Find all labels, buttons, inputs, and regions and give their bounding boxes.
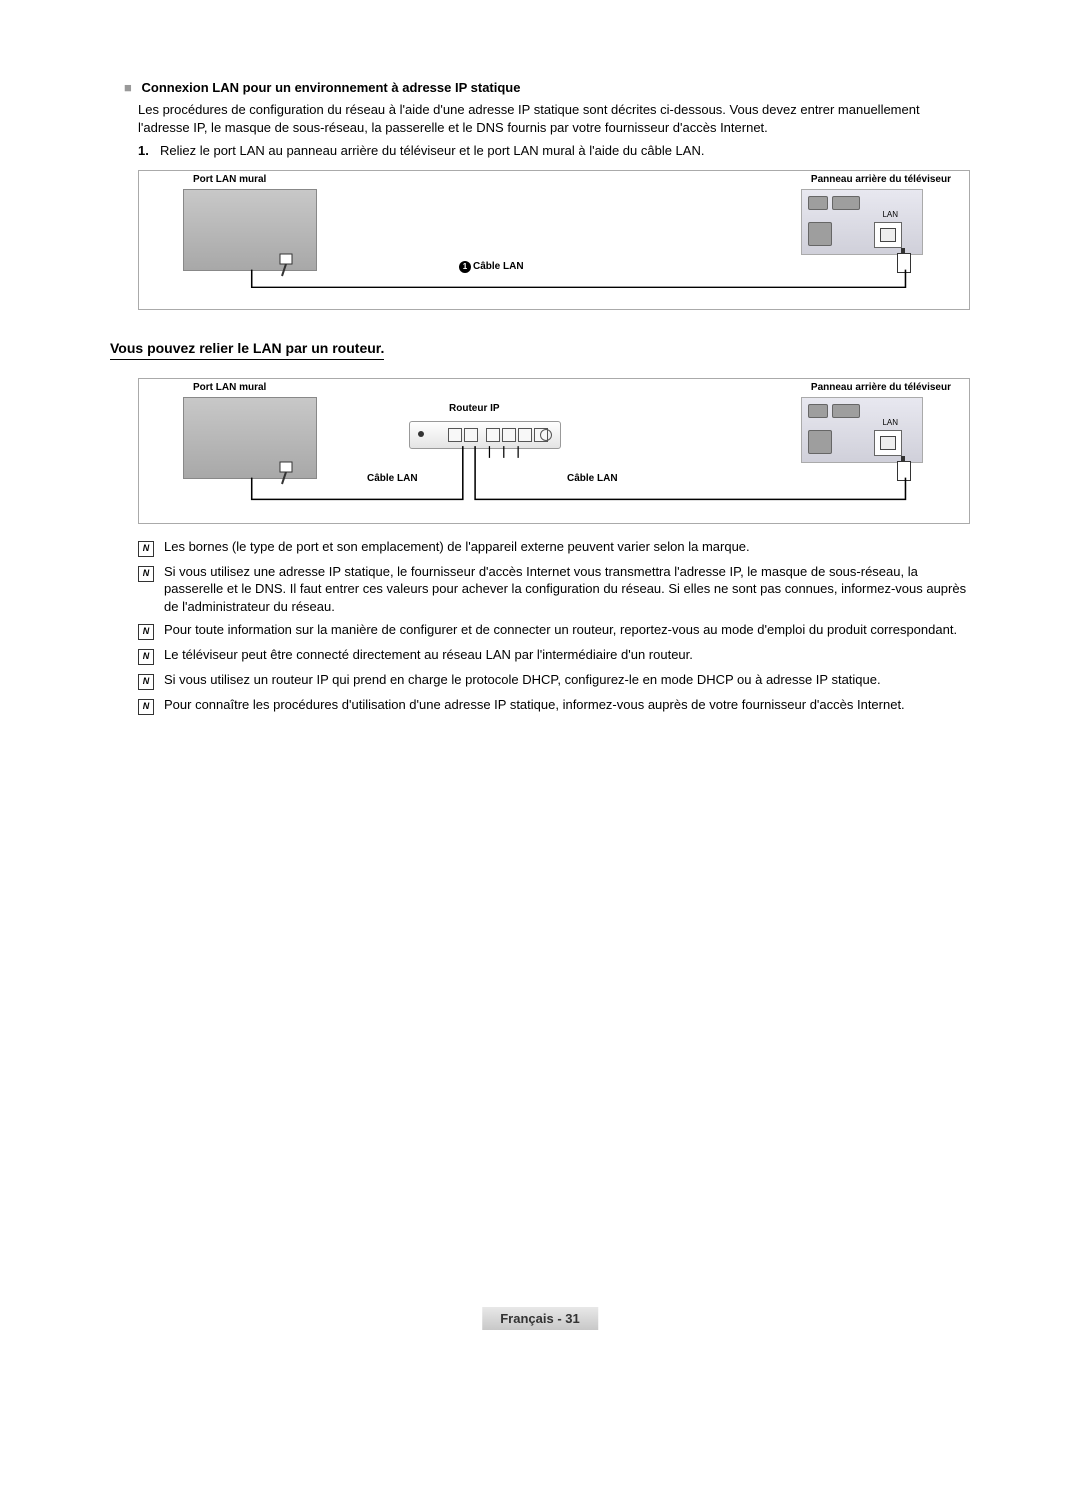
step-number: 1.	[138, 142, 160, 160]
note-text: Pour toute information sur la manière de…	[164, 621, 957, 640]
cable-label: Câble LAN	[567, 473, 618, 484]
document-page: ■ Connexion LAN pour un environnement à …	[0, 0, 1080, 1380]
marker-icon: 1	[459, 261, 471, 273]
cable-label: 1Câble LAN	[459, 261, 524, 273]
section-title: Connexion LAN pour un environnement à ad…	[141, 80, 520, 95]
diagram-router-lan: Port LAN mural Routeur IP Panneau arrièr…	[138, 378, 970, 524]
note-icon: N	[138, 538, 158, 557]
intro-paragraph: Les procédures de configuration du résea…	[138, 101, 970, 136]
note-item: N Si vous utilisez un routeur IP qui pre…	[138, 671, 970, 690]
cable-text: Câble LAN	[473, 261, 524, 272]
note-item: N Pour toute information sur la manière …	[138, 621, 970, 640]
note-text: Si vous utilisez un routeur IP qui prend…	[164, 671, 881, 690]
step-1: 1.Reliez le port LAN au panneau arrière …	[138, 142, 970, 160]
bullet-icon: ■	[124, 80, 132, 95]
cable-label: Câble LAN	[367, 473, 418, 484]
diagram-direct-lan: Port LAN mural Panneau arrière du télévi…	[138, 170, 970, 310]
note-text: Les bornes (le type de port et son empla…	[164, 538, 750, 557]
note-icon: N	[138, 563, 158, 616]
note-item: N Le téléviseur peut être connecté direc…	[138, 646, 970, 665]
note-text: Le téléviseur peut être connecté directe…	[164, 646, 693, 665]
step-text: Reliez le port LAN au panneau arrière du…	[160, 143, 704, 158]
note-icon: N	[138, 621, 158, 640]
note-icon: N	[138, 646, 158, 665]
notes-list: N Les bornes (le type de port et son emp…	[138, 538, 970, 716]
note-text: Pour connaître les procédures d'utilisat…	[164, 696, 905, 715]
subheading: Vous pouvez relier le LAN par un routeur…	[110, 340, 384, 360]
note-icon: N	[138, 696, 158, 715]
note-item: N Pour connaître les procédures d'utilis…	[138, 696, 970, 715]
footer-lang: Français	[500, 1311, 553, 1326]
note-icon: N	[138, 671, 158, 690]
note-item: N Les bornes (le type de port et son emp…	[138, 538, 970, 557]
section-heading: ■ Connexion LAN pour un environnement à …	[124, 80, 970, 95]
footer-page: 31	[565, 1311, 579, 1326]
footer-sep: -	[554, 1311, 566, 1326]
page-footer: Français - 31	[482, 1307, 598, 1330]
note-item: N Si vous utilisez une adresse IP statiq…	[138, 563, 970, 616]
note-text: Si vous utilisez une adresse IP statique…	[164, 563, 970, 616]
